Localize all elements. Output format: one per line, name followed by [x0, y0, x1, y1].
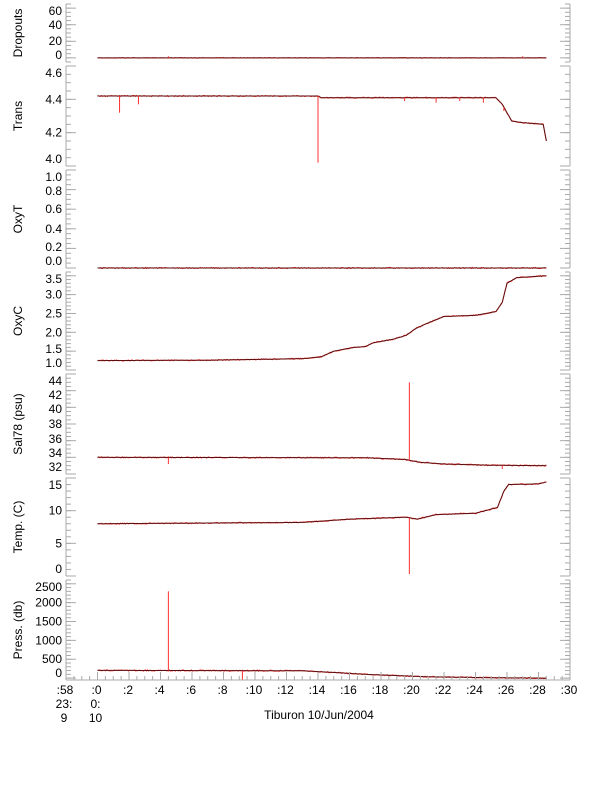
chart: 0 20 40 60 Dropouts 4.0 4.2 4.4 4.6 Trans 0.0 0.2 0.…: [0, 0, 612, 785]
y-tick-label: 0.2: [45, 240, 62, 254]
y-axis-label: Temp. (C): [11, 501, 25, 554]
y-tick-label: 5: [55, 536, 62, 550]
smoothed-series-line: [98, 276, 547, 361]
y-tick-label: 4.6: [45, 66, 62, 80]
y-axis-label: Dropouts: [11, 9, 25, 58]
y-tick-label: 3.0: [45, 288, 62, 302]
y-tick-label: 1.5: [45, 342, 62, 356]
x-tick-label: :10: [246, 683, 263, 697]
raw-series-line: [98, 276, 547, 362]
y-tick-label: 0: [55, 666, 62, 680]
y-tick-label: 0: [55, 48, 62, 62]
x-tick-label: :58: [57, 683, 74, 697]
y-tick-label: 38: [49, 417, 63, 431]
y-tick-label: 0.0: [45, 254, 62, 268]
x-tick-label: :26: [498, 683, 515, 697]
raw-series-line: [98, 482, 547, 524]
smoothed-series-line: [98, 457, 547, 465]
y-tick-label: 0.6: [45, 202, 62, 216]
y-tick-label: 0.8: [45, 184, 62, 198]
y-tick-label: 1.0: [45, 170, 62, 184]
y-tick-label: 15: [49, 478, 63, 492]
y-tick-label: 60: [49, 4, 63, 18]
x-tick-label: :2: [123, 683, 133, 697]
y-tick-label: 42: [49, 388, 63, 402]
x-tick-label: :16: [340, 683, 357, 697]
y-tick-label: 1500: [35, 615, 62, 629]
y-axis-label: Sal78 (psu): [11, 393, 25, 454]
y-tick-label: 1000: [35, 633, 62, 647]
x-tick-label: :20: [403, 683, 420, 697]
y-tick-label: 40: [49, 402, 63, 416]
y-axis-label: Press. (db): [11, 601, 25, 660]
y-tick-label: 0.4: [45, 222, 62, 236]
y-tick-label: 2.0: [45, 325, 62, 339]
x-tick-label: :14: [309, 683, 326, 697]
x-tick-label: :4: [154, 683, 164, 697]
y-tick-label: 34: [49, 446, 63, 460]
y-tick-label: 4.4: [45, 92, 62, 106]
raw-series-line: [98, 95, 547, 140]
y-tick-label: 4.2: [45, 126, 62, 140]
smoothed-series-line: [98, 670, 547, 678]
x-tick-label: :30: [561, 683, 578, 697]
y-tick-label: 3.5: [45, 272, 62, 286]
y-tick-label: 20: [49, 34, 63, 48]
smoothed-series-line: [98, 96, 547, 141]
y-tick-label: 0: [55, 562, 62, 576]
y-tick-label: 4.0: [45, 152, 62, 166]
x-tick-label: :18: [372, 683, 389, 697]
y-tick-label: 2000: [35, 596, 62, 610]
y-tick-label: 36: [49, 432, 63, 446]
y-tick-label: 10: [49, 504, 63, 518]
x-tick-day: 10: [89, 711, 103, 725]
x-tick-label: :8: [217, 683, 227, 697]
y-axis-label: Trans: [11, 101, 25, 131]
x-axis-title: Tiburon 10/Jun/2004: [264, 708, 374, 722]
y-tick-label: 2500: [35, 580, 62, 594]
y-tick-label: 1.0: [45, 356, 62, 370]
chart-svg: 0204060Dropouts4.04.24.44.6Trans0.00.20.…: [0, 0, 612, 785]
y-tick-label: 44: [49, 374, 63, 388]
y-axis-label: OxyT: [11, 204, 25, 233]
x-tick-day: 9: [61, 711, 68, 725]
y-tick-label: 32: [49, 460, 63, 474]
y-axis-label: OxyC: [11, 306, 25, 336]
x-tick-label: :22: [435, 683, 452, 697]
x-tick-hour: 23:: [56, 697, 73, 711]
y-tick-label: 40: [49, 18, 63, 32]
x-tick-label: :12: [277, 683, 294, 697]
x-tick-label: :24: [466, 683, 483, 697]
y-tick-label: 2.5: [45, 306, 62, 320]
smoothed-series-line: [98, 482, 547, 524]
y-tick-label: 500: [42, 652, 62, 666]
x-tick-label: :0: [91, 683, 101, 697]
x-tick-hour: 0:: [90, 697, 100, 711]
x-tick-label: :6: [186, 683, 196, 697]
x-tick-label: :28: [529, 683, 546, 697]
